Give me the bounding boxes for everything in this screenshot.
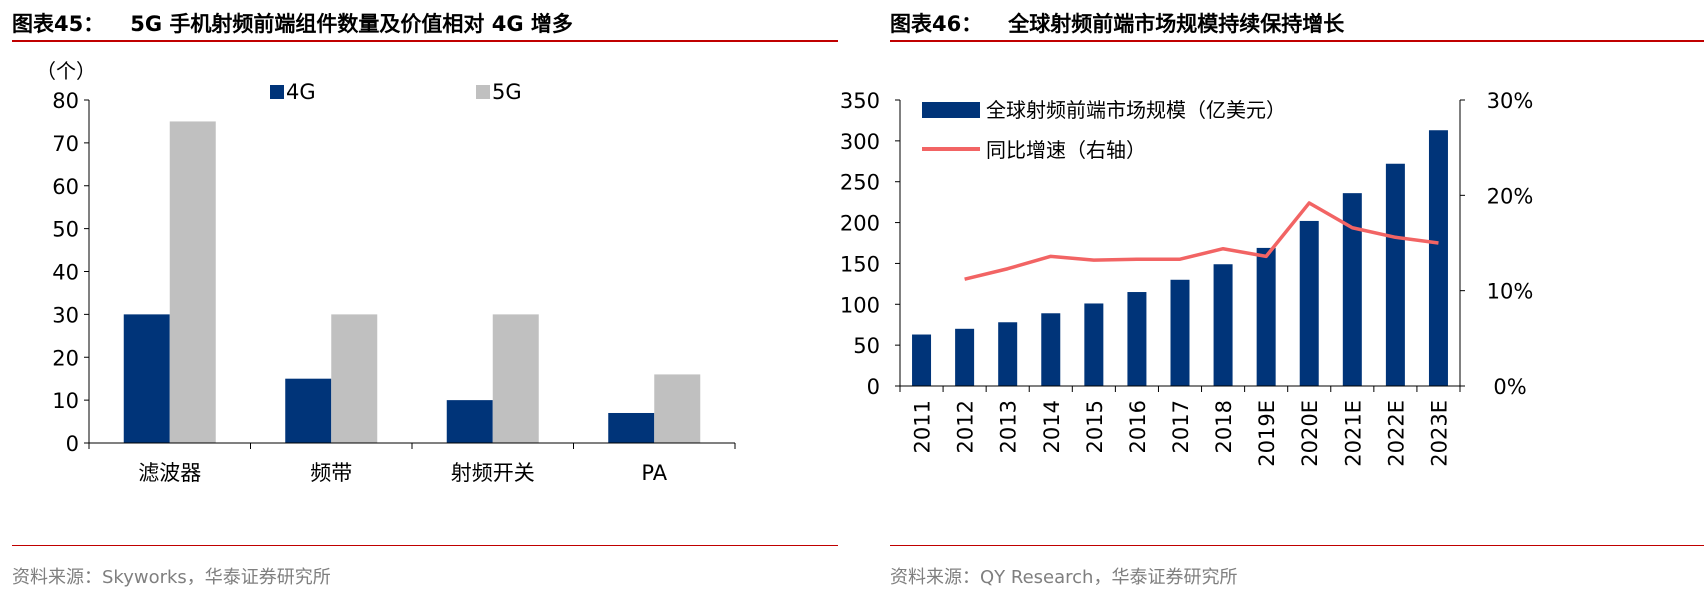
- bar-market-2017: [1170, 279, 1190, 386]
- x-year-label: 2022E: [1384, 400, 1408, 467]
- figure-45-title-text: 5G 手机射频前端组件数量及价值相对 4G 增多: [130, 12, 573, 36]
- legend-swatch-5g: [476, 85, 490, 99]
- y-tick-label: 50: [52, 218, 79, 242]
- x-year-label: 2017: [1169, 400, 1193, 453]
- y-tick-label: 60: [52, 175, 79, 199]
- figure-46-chart: 0 50 100 150 200 250 300 350 0% 10% 20% 30% 2011 2012…: [840, 89, 1534, 467]
- legend-swatch-market-size: [922, 102, 980, 118]
- x-year-label: 2011: [911, 400, 935, 453]
- y-unit-label: （个）: [36, 59, 96, 83]
- bar-market-2014: [1041, 313, 1061, 386]
- bar-4g-3: [446, 400, 493, 443]
- x-year-label: 2015: [1083, 400, 1107, 453]
- bar-market-2013: [998, 322, 1018, 386]
- figure-46-source: 资料来源：QY Research，华泰证券研究所: [890, 567, 1238, 588]
- legend-swatch-4g: [270, 85, 284, 99]
- bar-market-2021e: [1342, 193, 1362, 386]
- figure-45-bottom-rule: [12, 545, 838, 546]
- x-year-label: 2018: [1212, 400, 1236, 453]
- y-left-tick-label: 0: [867, 375, 880, 399]
- bar-4g-1: [123, 314, 170, 443]
- bar-market-2016: [1127, 292, 1147, 386]
- bar-market-2015: [1084, 303, 1104, 386]
- y-left-tick-label: 250: [840, 171, 880, 195]
- figure-45-chart: （个） 0 10 20 30 40 50 60 70 80 滤波器 频带 射频开关 PA 4G 5G: [36, 59, 736, 485]
- y-tick-label: 80: [52, 89, 79, 113]
- figure-46-title-text: 全球射频前端市场规模持续保持增长: [1008, 12, 1345, 36]
- bar-5g-4: [654, 374, 701, 443]
- figure-46-top-rule: [890, 40, 1704, 42]
- x-category-label: 频带: [310, 461, 352, 485]
- figure-46-number: 图表46：: [890, 12, 983, 36]
- x-year-label: 2020E: [1298, 400, 1322, 467]
- x-year-label: 2012: [954, 400, 978, 453]
- y-tick-label: 20: [52, 346, 79, 370]
- x-category-label: 滤波器: [138, 461, 201, 485]
- bar-5g-2: [331, 314, 378, 443]
- bar-market-2022e: [1385, 163, 1405, 386]
- growth-rate-line: [964, 201, 1439, 281]
- y-right-tick-label: 20%: [1487, 184, 1534, 208]
- y-left-tick-label: 50: [853, 334, 880, 358]
- bar-market-2018: [1213, 264, 1233, 386]
- figure-45-source: 资料来源：Skyworks，华泰证券研究所: [12, 567, 331, 588]
- bar-5g-1: [169, 121, 216, 443]
- y-right-tick-label: 0%: [1493, 375, 1526, 399]
- x-year-label: 2019E: [1255, 400, 1279, 467]
- y-tick-label: 70: [52, 132, 79, 156]
- figure-46-panel: 图表46： 全球射频前端市场规模持续保持增长 0 50 100 150 200 250 300…: [840, 0, 1706, 593]
- y-left-tick-label: 100: [840, 293, 880, 317]
- bar-market-2023e: [1428, 130, 1448, 386]
- y-left-tick-label: 150: [840, 252, 880, 276]
- figure-46-bottom-rule: [890, 545, 1704, 546]
- bar-market-2011: [912, 334, 932, 386]
- figure-46-title: 图表46： 全球射频前端市场规模持续保持增长: [890, 8, 1344, 38]
- x-year-label: 2021E: [1341, 400, 1365, 467]
- legend-label-5g: 5G: [492, 80, 522, 104]
- legend-label-4g: 4G: [286, 80, 316, 104]
- x-year-label: 2013: [997, 400, 1021, 453]
- bar-4g-2: [285, 378, 332, 443]
- figure-45-top-rule: [12, 40, 838, 42]
- y-right-tick-label: 30%: [1487, 89, 1534, 113]
- x-category-label: 射频开关: [451, 461, 535, 485]
- x-category-label: PA: [641, 461, 667, 485]
- x-year-label: 2016: [1126, 400, 1150, 453]
- y-left-tick-label: 200: [840, 212, 880, 236]
- bar-market-2019e: [1256, 247, 1276, 386]
- y-left-tick-label: 300: [840, 130, 880, 154]
- bar-4g-4: [608, 412, 655, 443]
- x-year-label: 2014: [1040, 400, 1064, 453]
- figure-45-panel: 图表45： 5G 手机射频前端组件数量及价值相对 4G 增多 （个） 0 10 20 30…: [0, 0, 840, 593]
- y-tick-label: 0: [66, 432, 79, 456]
- figure-45-title: 图表45： 5G 手机射频前端组件数量及价值相对 4G 增多: [12, 8, 573, 38]
- legend-label-market-size: 全球射频前端市场规模（亿美元）: [986, 98, 1286, 122]
- legend-label-growth-rate: 同比增速（右轴）: [986, 138, 1146, 162]
- y-tick-label: 10: [52, 389, 79, 413]
- y-tick-label: 40: [52, 261, 79, 285]
- y-tick-label: 30: [52, 303, 79, 327]
- bar-market-2012: [955, 328, 975, 386]
- bar-market-2020e: [1299, 220, 1319, 386]
- figure-45-number: 图表45：: [12, 12, 105, 36]
- bar-5g-3: [492, 314, 539, 443]
- y-right-tick-label: 10%: [1487, 280, 1534, 304]
- y-left-tick-label: 350: [840, 89, 880, 113]
- x-year-label: 2023E: [1427, 400, 1451, 467]
